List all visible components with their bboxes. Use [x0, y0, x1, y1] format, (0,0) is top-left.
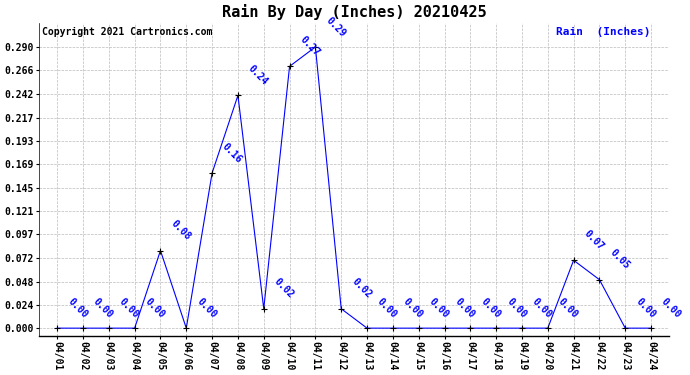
Text: 0.16: 0.16 — [220, 141, 244, 165]
Text: 0.00: 0.00 — [195, 296, 218, 320]
Text: 0.27: 0.27 — [298, 34, 322, 58]
Text: 0.00: 0.00 — [531, 296, 554, 320]
Text: 0.24: 0.24 — [246, 63, 270, 87]
Text: 0.02: 0.02 — [272, 277, 296, 300]
Text: 0.00: 0.00 — [143, 296, 167, 320]
Text: 0.05: 0.05 — [608, 248, 631, 272]
Text: 0.00: 0.00 — [633, 296, 658, 320]
Text: 0.29: 0.29 — [324, 15, 347, 39]
Text: 0.00: 0.00 — [479, 296, 502, 320]
Text: 0.07: 0.07 — [582, 228, 606, 252]
Text: 0.00: 0.00 — [660, 296, 683, 320]
Text: 0.00: 0.00 — [556, 296, 580, 320]
Text: 0.02: 0.02 — [350, 277, 373, 300]
Title: Rain By Day (Inches) 20210425: Rain By Day (Inches) 20210425 — [221, 4, 486, 20]
Text: 0.00: 0.00 — [375, 296, 399, 320]
Text: 0.00: 0.00 — [504, 296, 528, 320]
Text: 0.08: 0.08 — [169, 219, 193, 242]
Text: 0.00: 0.00 — [91, 296, 115, 320]
Text: Rain  (Inches): Rain (Inches) — [555, 27, 650, 38]
Text: 0.00: 0.00 — [66, 296, 89, 320]
Text: 0.00: 0.00 — [117, 296, 141, 320]
Text: 0.00: 0.00 — [453, 296, 477, 320]
Text: 0.00: 0.00 — [401, 296, 425, 320]
Text: Copyright 2021 Cartronics.com: Copyright 2021 Cartronics.com — [42, 27, 213, 38]
Text: 0.00: 0.00 — [427, 296, 451, 320]
